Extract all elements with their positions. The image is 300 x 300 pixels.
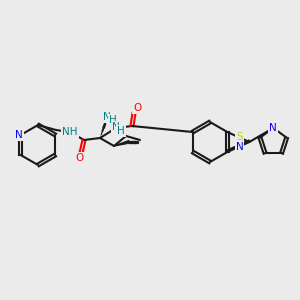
Text: NH: NH [62, 127, 78, 137]
Text: N: N [112, 122, 120, 132]
Text: O: O [133, 103, 141, 113]
Text: S: S [236, 133, 243, 142]
Text: N: N [269, 123, 277, 133]
Text: N: N [103, 112, 111, 122]
Text: N: N [236, 142, 243, 152]
Text: H: H [109, 115, 117, 125]
Text: H: H [117, 126, 125, 136]
Polygon shape [114, 140, 129, 146]
Text: N: N [15, 130, 22, 140]
Text: O: O [75, 153, 83, 163]
